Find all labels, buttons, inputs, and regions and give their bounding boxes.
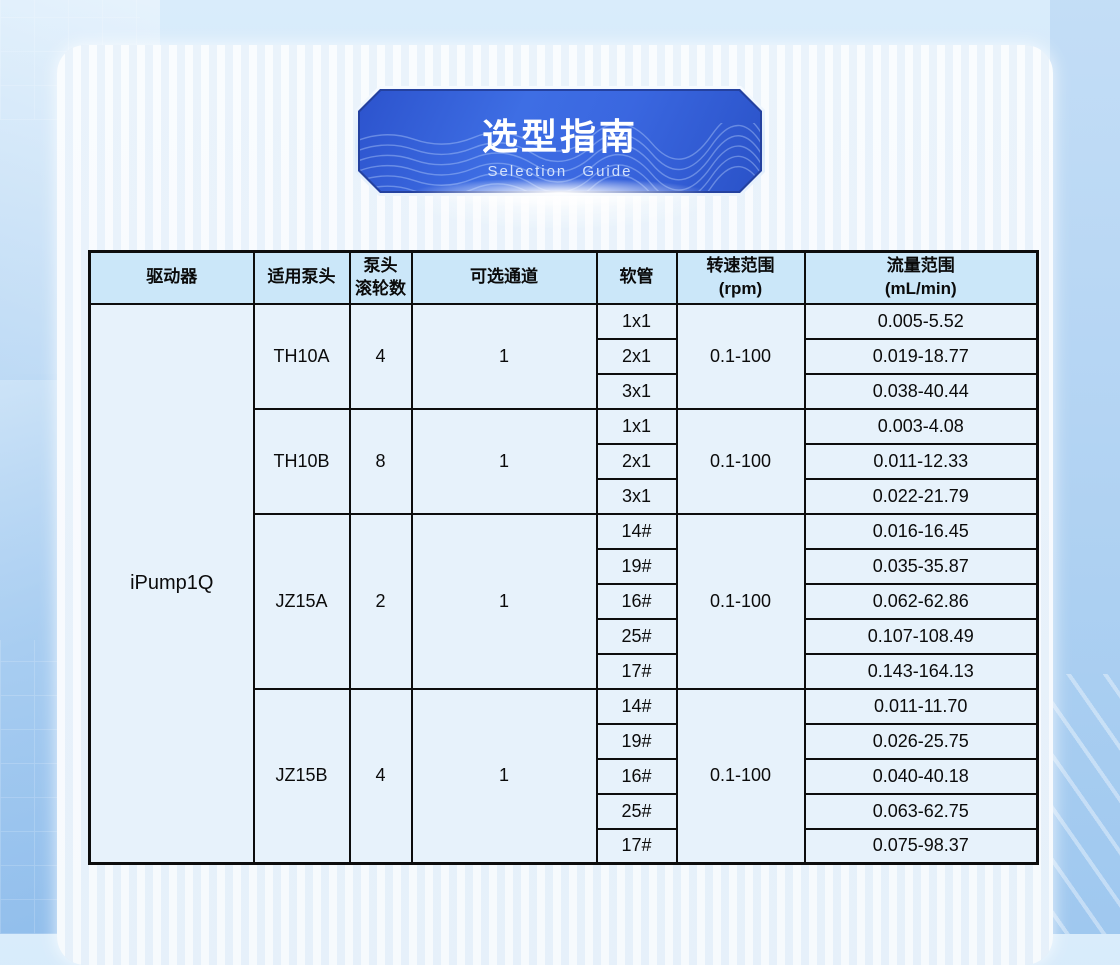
cell-flow-range: 0.035-35.87 xyxy=(803,547,1039,585)
cell-flow-range: 0.011-11.70 xyxy=(803,687,1039,725)
cell-flow-range: 0.019-18.77 xyxy=(803,337,1039,375)
cell-flow-range: 0.040-40.18 xyxy=(803,757,1039,795)
cell-tube: 25# xyxy=(595,792,678,830)
table-row: 16# 0.062-62.86 xyxy=(90,582,1039,620)
header-tube: 软管 xyxy=(595,250,678,305)
table-row: iPump1Q TH10A 4 1 1x1 0.1-100 0.005-5.52 xyxy=(88,302,1039,865)
cell-channels: 1 xyxy=(410,512,598,690)
cell-pump-head: TH10B xyxy=(252,407,351,515)
cell-flow-range: 0.005-5.52 xyxy=(803,302,1039,340)
cell-channels: 1 xyxy=(410,302,598,410)
cell-tube: 25# xyxy=(595,617,678,655)
selection-guide-table: 驱动器 适用泵头 泵头 滚轮数 可选通道 软管 转速范围 (rpm) 流量范围 (mL… xyxy=(88,250,1039,865)
cell-tube: 2x1 xyxy=(595,337,678,375)
cell-tube: 16# xyxy=(595,757,678,795)
header-rollers: 泵头 滚轮数 xyxy=(348,250,413,305)
cell-rollers: 4 xyxy=(348,687,413,865)
cell-flow-range: 0.063-62.75 xyxy=(803,792,1039,830)
cell-flow-range: 0.026-25.75 xyxy=(803,722,1039,760)
cell-pump-head: JZ15A xyxy=(252,512,351,690)
cell-tube: 19# xyxy=(595,547,678,585)
cell-tube: 17# xyxy=(595,827,678,865)
table-row: 17# 0.143-164.13 xyxy=(90,652,1039,690)
cell-flow-range: 0.016-16.45 xyxy=(803,512,1039,550)
header-speed-range: 转速范围 (rpm) xyxy=(675,250,806,305)
cell-flow-range: 0.143-164.13 xyxy=(803,652,1039,690)
cell-rollers: 4 xyxy=(348,302,413,410)
cell-speed-range: 0.1-100 xyxy=(675,512,806,690)
cell-tube: 1x1 xyxy=(595,407,678,445)
header-channels: 可选通道 xyxy=(410,250,598,305)
table-row: 25# 0.063-62.75 xyxy=(90,792,1039,830)
cell-tube: 14# xyxy=(595,512,678,550)
table-row: JZ15A 2 1 14# 0.1-100 0.016-16.45 xyxy=(90,512,1039,690)
table-row: TH10B 8 1 1x1 0.1-100 0.003-4.08 xyxy=(90,407,1039,515)
cell-tube: 17# xyxy=(595,652,678,690)
cell-channels: 1 xyxy=(410,687,598,865)
table-row: 2x1 0.019-18.77 xyxy=(90,337,1039,375)
table-row: 25# 0.107-108.49 xyxy=(90,617,1039,655)
cell-pump-head: JZ15B xyxy=(252,687,351,865)
cell-channels: 1 xyxy=(410,407,598,515)
cell-flow-range: 0.107-108.49 xyxy=(803,617,1039,655)
cell-speed-range: 0.1-100 xyxy=(675,687,806,865)
cell-rollers: 8 xyxy=(348,407,413,515)
page-subtitle: Selection Guide xyxy=(487,163,633,180)
cell-pump-head: TH10A xyxy=(252,302,351,410)
table-row: 19# 0.035-35.87 xyxy=(90,547,1039,585)
table-row: 19# 0.026-25.75 xyxy=(90,722,1039,760)
cell-flow-range: 0.075-98.37 xyxy=(803,827,1039,865)
cell-speed-range: 0.1-100 xyxy=(675,407,806,515)
page-title: 选型指南 xyxy=(481,116,638,157)
cell-rollers: 2 xyxy=(348,512,413,690)
table-row: 2x1 0.011-12.33 xyxy=(90,442,1039,480)
cell-tube: 19# xyxy=(595,722,678,760)
background-strip-right xyxy=(1050,0,1120,934)
cell-flow-range: 0.003-4.08 xyxy=(803,407,1039,445)
banner-text-block: 选型指南 Selection Guide xyxy=(360,91,760,191)
header-pump-head: 适用泵头 xyxy=(252,250,351,305)
cell-tube: 3x1 xyxy=(595,372,678,410)
table-row: JZ15B 4 1 14# 0.1-100 0.011-11.70 xyxy=(90,687,1039,865)
banner-bottom-glow xyxy=(390,176,730,210)
table-row: 3x1 0.038-40.44 xyxy=(90,372,1039,410)
table-row: 3x1 0.022-21.79 xyxy=(90,477,1039,515)
cell-speed-range: 0.1-100 xyxy=(675,302,806,410)
cell-tube: 1x1 xyxy=(595,302,678,340)
cell-flow-range: 0.038-40.44 xyxy=(803,372,1039,410)
header-row: 驱动器 适用泵头 泵头 滚轮数 可选通道 软管 转速范围 (rpm) 流量范围 (mL… xyxy=(88,250,1039,305)
cell-flow-range: 0.062-62.86 xyxy=(803,582,1039,620)
cell-tube: 2x1 xyxy=(595,442,678,480)
cell-flow-range: 0.011-12.33 xyxy=(803,442,1039,480)
cell-driver: iPump1Q xyxy=(88,302,255,865)
table-row: 17# 0.075-98.37 xyxy=(90,827,1039,865)
cell-tube: 3x1 xyxy=(595,477,678,515)
header-flow-range: 流量范围 (mL/min) xyxy=(803,250,1039,305)
cell-tube: 16# xyxy=(595,582,678,620)
cell-tube: 14# xyxy=(595,687,678,725)
header-driver: 驱动器 xyxy=(88,250,255,305)
table-row: 16# 0.040-40.18 xyxy=(90,757,1039,795)
cell-flow-range: 0.022-21.79 xyxy=(803,477,1039,515)
